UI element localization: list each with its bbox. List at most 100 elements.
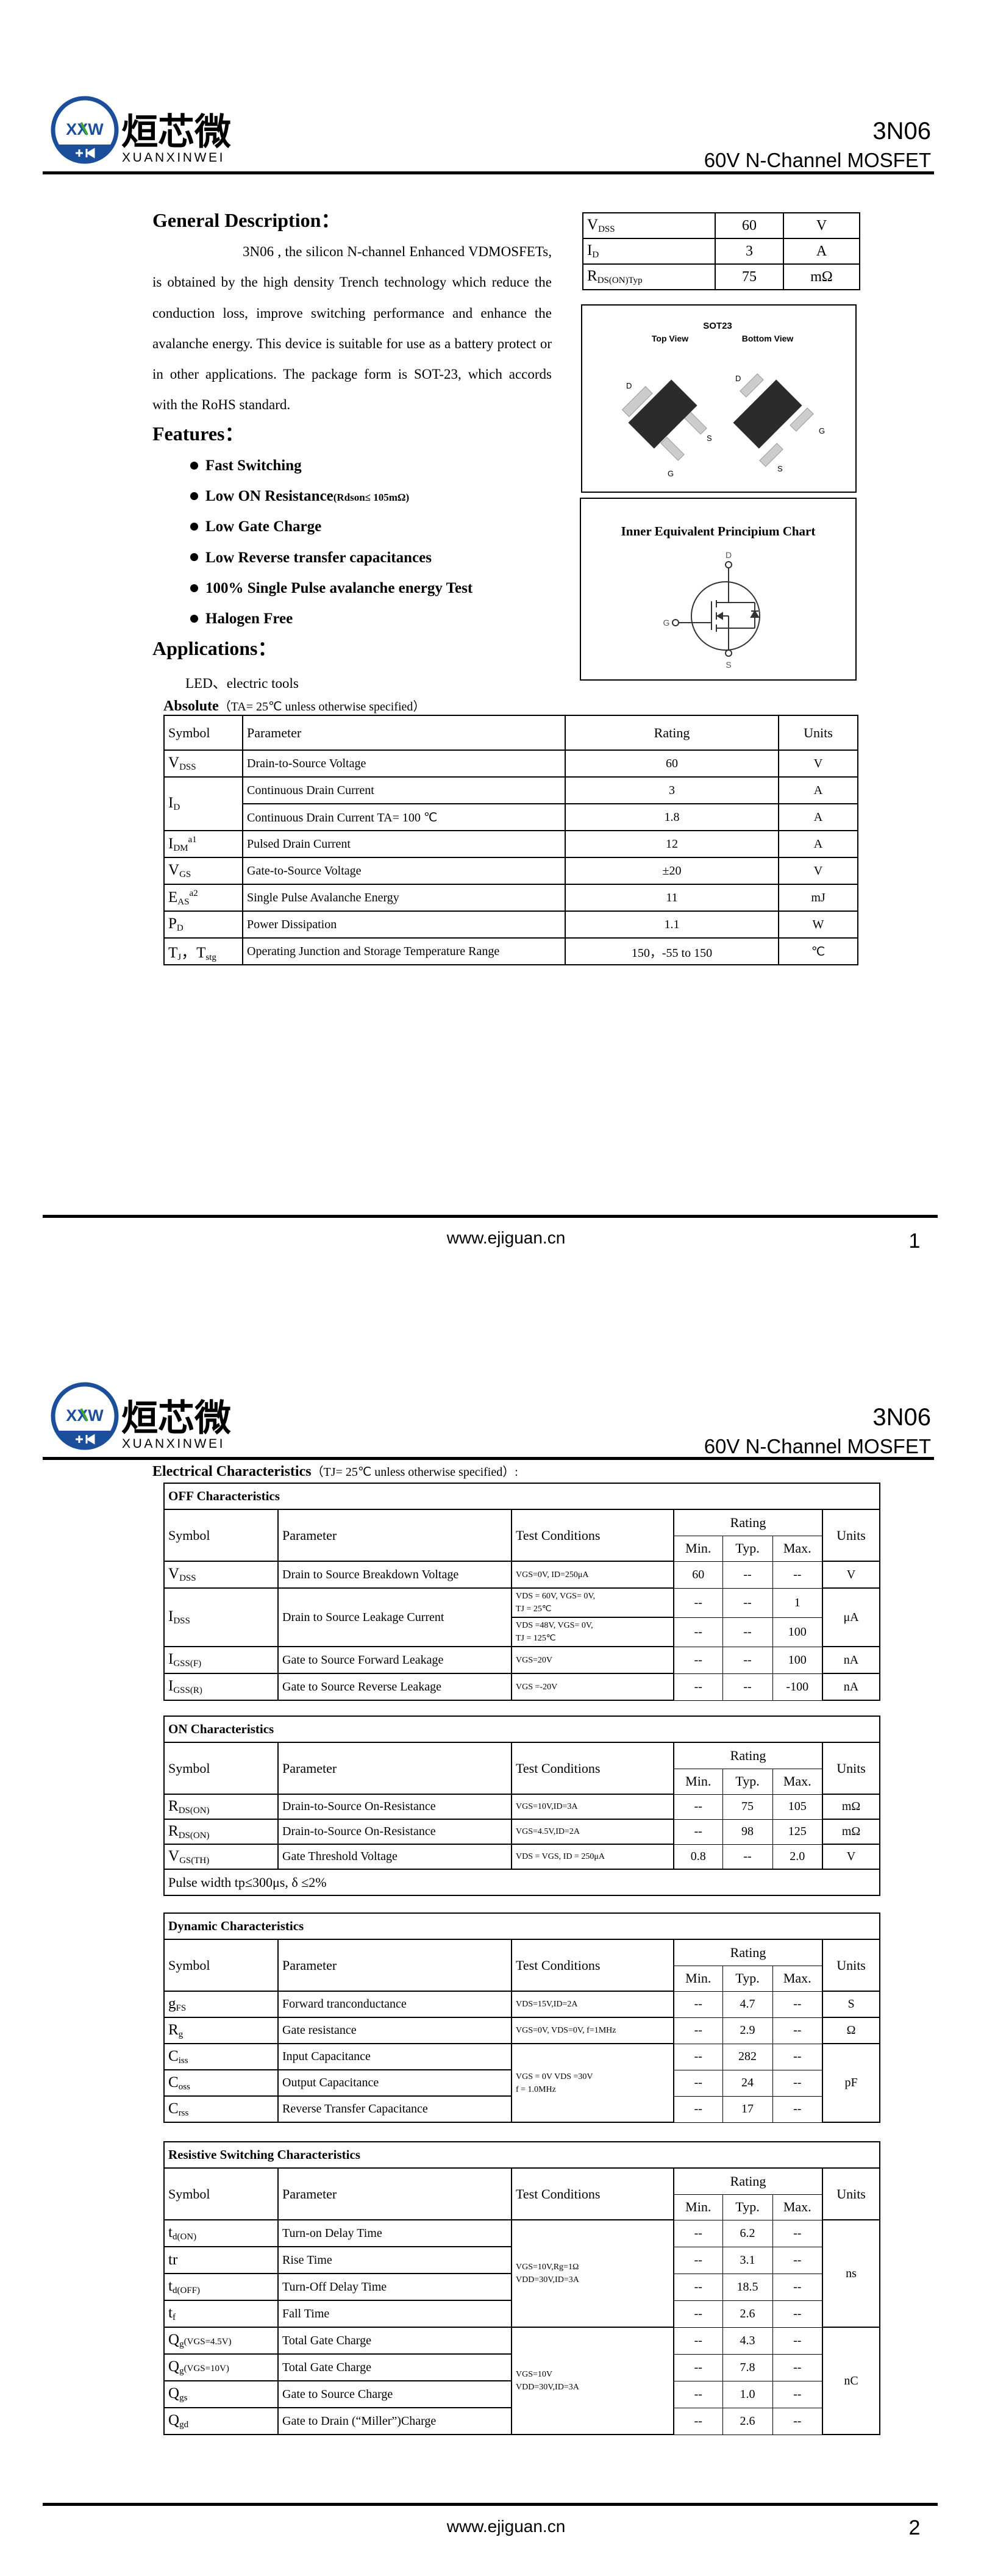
symbol: VDSS (168, 1565, 196, 1583)
footer-rule (43, 1215, 938, 1218)
cell-test-condition: VGS=0V, ID=250μA (511, 1561, 674, 1589)
cell-max: -- (772, 2300, 823, 2328)
cell-rating: 60 (565, 750, 779, 778)
cell-symbol: VGS (163, 857, 243, 885)
header-rating: Rating (673, 1509, 823, 1536)
symbol-subscript: GSS(R) (173, 1686, 202, 1695)
header-test-conditions: Test Conditions (511, 1742, 674, 1795)
symbol-main: R (587, 268, 597, 284)
cell-symbol: Ciss (163, 2043, 279, 2070)
cell-typ: -- (722, 1673, 773, 1701)
cell-rating: 3 (565, 776, 779, 804)
header-max: Max. (772, 2194, 823, 2220)
header-symbol: Symbol (163, 2167, 279, 2220)
header-units: Units (821, 1742, 881, 1795)
cell-symbol: PD (163, 911, 243, 939)
part-subtitle: 60V N-Channel MOSFET (704, 149, 931, 171)
symbol: ID (168, 795, 180, 812)
cell-min: -- (673, 1819, 723, 1845)
feature-item: Halogen Free (190, 604, 473, 634)
header-symbol: Symbol (163, 1742, 279, 1795)
cell-symbol: Crss (163, 2095, 279, 2123)
symbol-main: V (168, 754, 180, 771)
section-title: OFF Characteristics (163, 1483, 881, 1510)
feature-item: Low Reverse transfer capacitances (190, 543, 473, 573)
electrical-condition: （TJ= 25℃ unless otherwise specified）: (311, 1465, 518, 1479)
symbol-main: g (168, 1995, 176, 2012)
schematic-title: Inner Equivalent Principium Chart (621, 524, 816, 538)
cell-unit: V (821, 1561, 881, 1589)
symbol-main: t (168, 2278, 173, 2294)
cell-parameter: Gate resistance (277, 2017, 512, 2044)
header-rule (43, 1457, 934, 1460)
table-row: VDSS Drain-to-Source Voltage 60 V (163, 750, 858, 778)
cell-test-condition: VDS = 60V, VGS= 0V, TJ = 25℃ (511, 1587, 674, 1618)
cell-parameter: Fall Time (277, 2300, 512, 2328)
schematic-diagram: Inner Equivalent Principium Chart D G S (580, 498, 857, 681)
cell-min: -- (673, 1617, 723, 1647)
cell-max: -- (772, 2327, 823, 2355)
footer-website[interactable]: www.ejiguan.cn (446, 2517, 566, 2536)
cell-min: -- (673, 2017, 723, 2044)
cell-symbol: Rg (163, 2017, 279, 2044)
symbol-main: I (168, 835, 174, 852)
cell-parameter: Single Pulse Avalanche Energy (242, 884, 566, 912)
header-units: Units (821, 1939, 881, 1992)
bottom-pin-d: D (735, 374, 741, 383)
cell-max: 105 (772, 1794, 823, 1820)
cell-typ: 17 (722, 2095, 773, 2123)
cell-typ: 4.7 (722, 1991, 773, 2018)
key-spec-value: 75 (715, 263, 784, 290)
footer-rule (43, 2503, 938, 2506)
feature-item: Low Gate Charge (190, 512, 473, 542)
sot23-bottom-view-chip (733, 373, 814, 467)
symbol-main: I (168, 795, 174, 811)
cell-symbol: VGS(TH) (163, 1844, 279, 1870)
symbol-main: C (168, 2073, 179, 2091)
table-header-row: Symbol Parameter Test Conditions Rating Unit… (163, 1939, 881, 1992)
bottom-pin-g: G (819, 426, 825, 435)
table-row: tf Fall Time -- 2.6 -- (163, 2300, 880, 2328)
cell-min: 60 (673, 1561, 723, 1589)
cell-unit: ns (821, 2219, 881, 2328)
cell-max: -- (772, 2380, 823, 2408)
header-parameter: Parameter (242, 715, 566, 751)
brand-logo: XXW 烜芯微 XUANXINWEI (49, 95, 256, 170)
table-row: gFS Forward tranconductance VDS=15V,ID=2A -… (163, 1991, 881, 2018)
cell-unit: A (778, 776, 858, 804)
symbol: gFS (168, 1995, 186, 2013)
footer-website[interactable]: www.ejiguan.cn (446, 1228, 566, 1247)
dynamic-characteristics-table: Dynamic Characteristics Symbol Parameter Te… (163, 1912, 881, 2123)
symbol: Ciss (168, 2048, 188, 2066)
cell-parameter: Total Gate Charge (277, 2353, 512, 2381)
cell-unit: pF (821, 2043, 881, 2123)
key-spec-symbol: ID (582, 238, 716, 265)
symbol-main: V (587, 216, 599, 233)
package-title: SOT23 (703, 321, 732, 331)
key-spec-row: VDSS 60 V (582, 212, 860, 239)
table-row: EASa2 Single Pulse Avalanche Energy 11 mJ (163, 884, 858, 912)
symbol: RDS(ON) (168, 1798, 210, 1816)
header-min: Min. (673, 1965, 723, 1992)
symbol: IGSS(F) (168, 1651, 201, 1669)
cell-min: -- (673, 1587, 723, 1618)
cell-unit: mΩ (821, 1819, 881, 1845)
cell-test-condition: VGS=10V,ID=3A (511, 1794, 674, 1820)
bottom-view-label: Bottom View (742, 334, 794, 343)
cell-min: -- (673, 1646, 723, 1674)
symbol-subscript: d(ON) (172, 2232, 197, 2242)
symbol-subscript: g (179, 2339, 184, 2349)
cell-symbol: VDSS (163, 1561, 279, 1589)
bullet-icon (190, 523, 198, 531)
section-title-row: Dynamic Characteristics (163, 1912, 881, 1940)
cell-rating: 1.1 (565, 911, 779, 939)
table-row: td(ON) Turn-on Delay Time VGS=10V,Rg=1Ω VD… (163, 2219, 881, 2328)
applications-text: LED、electric tools (185, 676, 299, 691)
cell-max: -- (772, 2407, 823, 2435)
section-title-row: ON Characteristics (163, 1716, 881, 1743)
cell-parameter: Gate-to-Source Voltage (242, 857, 566, 885)
cell-parameter: Reverse Transfer Capacitance (277, 2095, 512, 2123)
header-units: Units (821, 2167, 881, 2220)
section-title-row: Resistive Switching Characteristics (163, 2141, 881, 2169)
header-rule (43, 171, 934, 174)
